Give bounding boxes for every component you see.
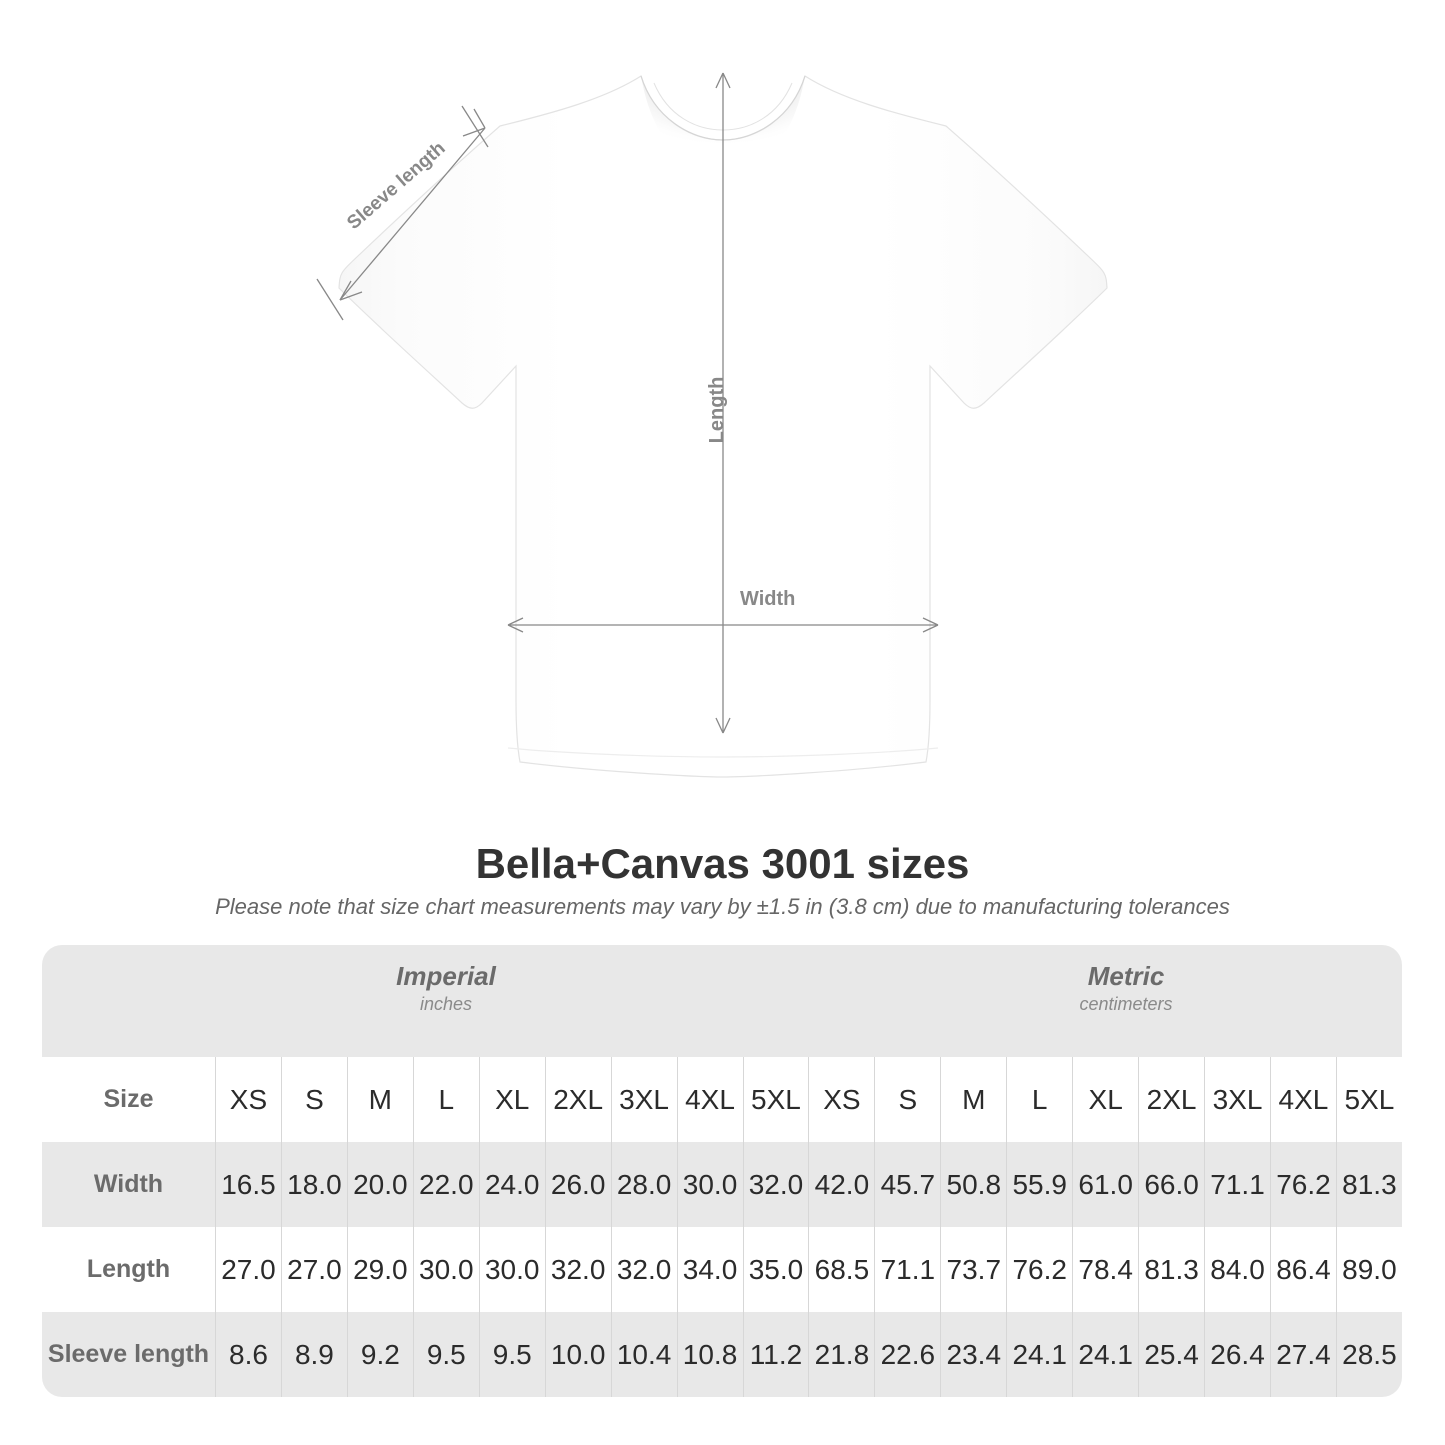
svg-text:Length: Length xyxy=(706,377,728,444)
svg-text:Width: Width xyxy=(740,588,795,610)
